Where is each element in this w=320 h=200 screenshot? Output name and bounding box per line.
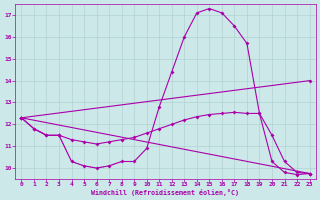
X-axis label: Windchill (Refroidissement éolien,°C): Windchill (Refroidissement éolien,°C) [92,189,239,196]
